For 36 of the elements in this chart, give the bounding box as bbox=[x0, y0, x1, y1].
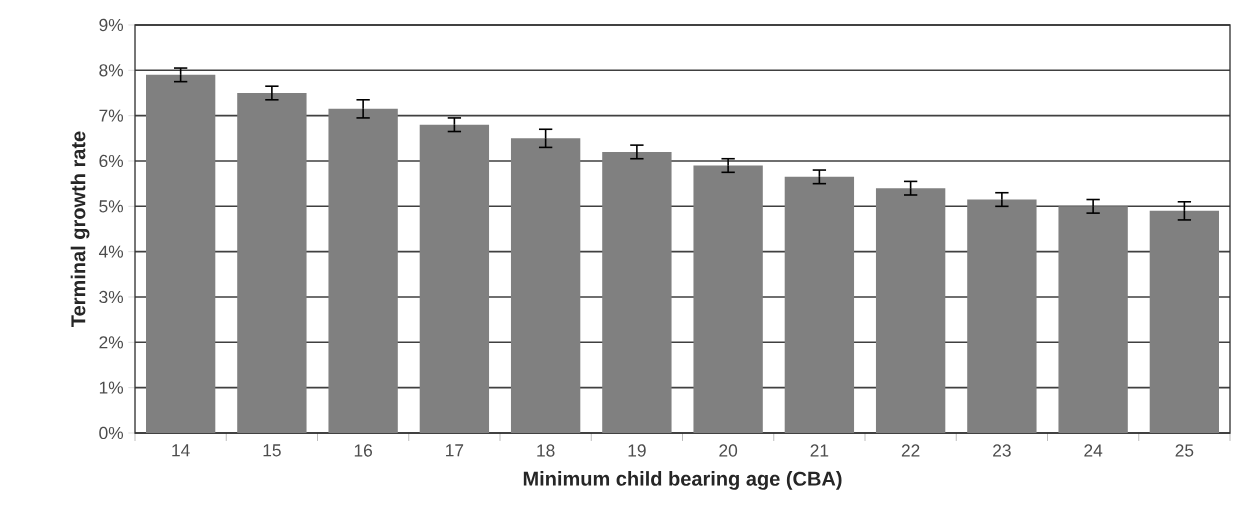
y-tick-label: 3% bbox=[99, 290, 124, 304]
bar bbox=[237, 92, 307, 433]
y-tick-label: 8% bbox=[99, 64, 124, 77]
y-tick-label: 5% bbox=[99, 200, 124, 213]
y-tick-label: 2% bbox=[99, 336, 124, 349]
x-axis-title: Minimum child bearing age (CBA) bbox=[523, 471, 842, 490]
bar bbox=[510, 138, 581, 433]
x-tick-label: 21 bbox=[810, 444, 829, 457]
x-tick-label: 15 bbox=[263, 444, 281, 457]
y-axis-title: Terminal growth rate bbox=[70, 131, 90, 327]
x-tick-label: 17 bbox=[446, 444, 464, 457]
bar bbox=[784, 176, 855, 433]
bar bbox=[693, 165, 763, 433]
y-tick-label: 1% bbox=[99, 381, 124, 394]
x-tick-label: 16 bbox=[354, 444, 373, 457]
x-tick-label: 20 bbox=[719, 444, 738, 457]
y-tick-label: 0% bbox=[99, 426, 124, 440]
bar bbox=[967, 199, 1037, 433]
x-tick-label: 18 bbox=[537, 444, 555, 457]
y-tick-label: 7% bbox=[99, 109, 124, 122]
x-tick-label: 22 bbox=[901, 444, 920, 457]
bar bbox=[875, 188, 946, 433]
bar bbox=[419, 124, 490, 433]
y-tick-label: 4% bbox=[98, 245, 124, 258]
y-tick-label: 6% bbox=[99, 154, 124, 168]
bar bbox=[1149, 210, 1220, 433]
x-tick-label: 14 bbox=[172, 444, 190, 457]
bar bbox=[145, 74, 216, 433]
x-tick-label: 23 bbox=[993, 444, 1011, 457]
bar bbox=[1058, 206, 1128, 433]
bar bbox=[328, 108, 398, 433]
x-tick-label: 19 bbox=[628, 444, 646, 457]
y-tick-label: 9% bbox=[99, 18, 124, 32]
x-tick-label: 25 bbox=[1175, 444, 1194, 457]
x-tick-label: 24 bbox=[1084, 444, 1103, 457]
bar bbox=[602, 151, 672, 433]
